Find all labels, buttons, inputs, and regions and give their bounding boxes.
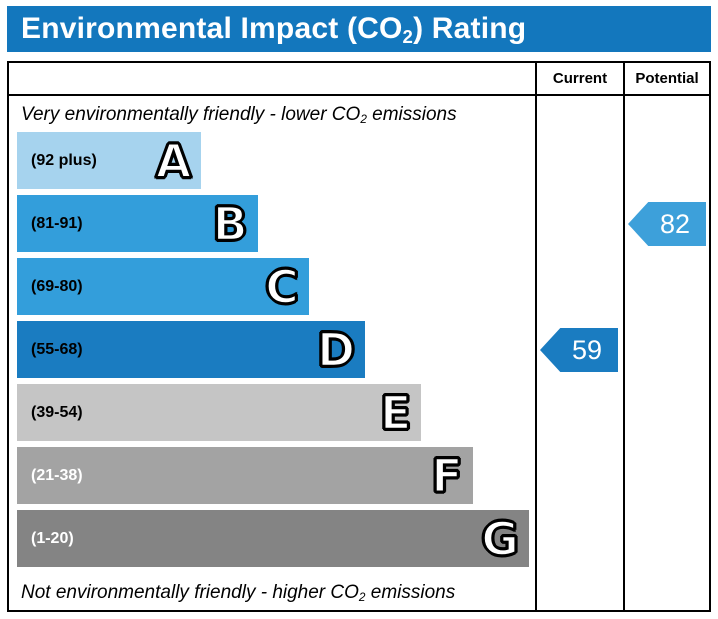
top-note-subscript: 2: [360, 113, 367, 127]
band-bar-f: (21-38) F: [17, 447, 473, 504]
top-note-pre: Very environmentally friendly - lower CO: [21, 104, 361, 125]
band-range-b: (81-91): [31, 214, 83, 232]
band-range-e: (39-54): [31, 403, 83, 421]
band-row-f: (21-38) F: [17, 447, 529, 504]
band-bar-d: (55-68) D: [17, 321, 366, 378]
current-rating-column: 59: [535, 96, 623, 610]
band-range-g: (1-20): [31, 529, 74, 547]
header-spacer: [9, 63, 535, 94]
band-row-g: (1-20) G: [17, 510, 529, 567]
potential-rating-column: 82: [623, 96, 709, 610]
band-letter-d: D: [316, 322, 357, 377]
title-text-pre: Environmental Impact (CO: [21, 12, 403, 45]
potential-rating-arrow: 82: [628, 202, 706, 246]
title-subscript: 2: [402, 26, 414, 48]
band-range-c: (69-80): [31, 277, 83, 295]
band-row-e: (39-54) E: [17, 384, 529, 441]
band-range-a: (92 plus): [31, 151, 97, 169]
band-row-b: (81-91) B: [17, 195, 529, 252]
band-letter-f: F: [430, 448, 464, 503]
band-range-f: (21-38): [31, 466, 83, 484]
band-letter-c: C: [264, 259, 300, 314]
page-title: Environmental Impact (CO2) Rating: [21, 12, 527, 48]
chart-frame: Current Potential Very environmentally f…: [7, 61, 711, 612]
column-header-row: Current Potential: [9, 63, 709, 96]
band-bar-a: (92 plus) A: [17, 132, 202, 189]
band-letter-b: B: [211, 196, 249, 251]
title-bar: Environmental Impact (CO2) Rating: [7, 6, 711, 52]
chart-body: Very environmentally friendly - lower CO…: [9, 96, 709, 610]
band-bar-c: (69-80) C: [17, 258, 309, 315]
potential-column-header: Potential: [623, 63, 709, 94]
band-row-a: (92 plus) A: [17, 132, 529, 189]
bands-column: Very environmentally friendly - lower CO…: [9, 96, 535, 610]
top-note: Very environmentally friendly - lower CO…: [17, 100, 529, 132]
current-column-header: Current: [535, 63, 623, 94]
band-bar-g: (1-20) G: [17, 510, 529, 567]
band-letter-e: E: [379, 385, 413, 440]
bottom-note-subscript: 2: [358, 591, 366, 605]
band-row-d: (55-68) D: [17, 321, 529, 378]
band-bar-b: (81-91) B: [17, 195, 258, 252]
band-letter-g: G: [480, 511, 520, 566]
bottom-note-post: emissions: [365, 582, 456, 603]
title-text-post: ) Rating: [413, 12, 527, 45]
current-rating-arrow: 59: [540, 328, 618, 372]
bottom-note-pre: Not environmentally friendly - higher CO: [21, 582, 359, 603]
band-row-c: (69-80) C: [17, 258, 529, 315]
band-bar-e: (39-54) E: [17, 384, 422, 441]
top-note-post: emissions: [366, 104, 457, 125]
band-letter-a: A: [154, 133, 192, 188]
bottom-note: Not environmentally friendly - higher CO…: [17, 578, 529, 606]
band-range-d: (55-68): [31, 340, 83, 358]
